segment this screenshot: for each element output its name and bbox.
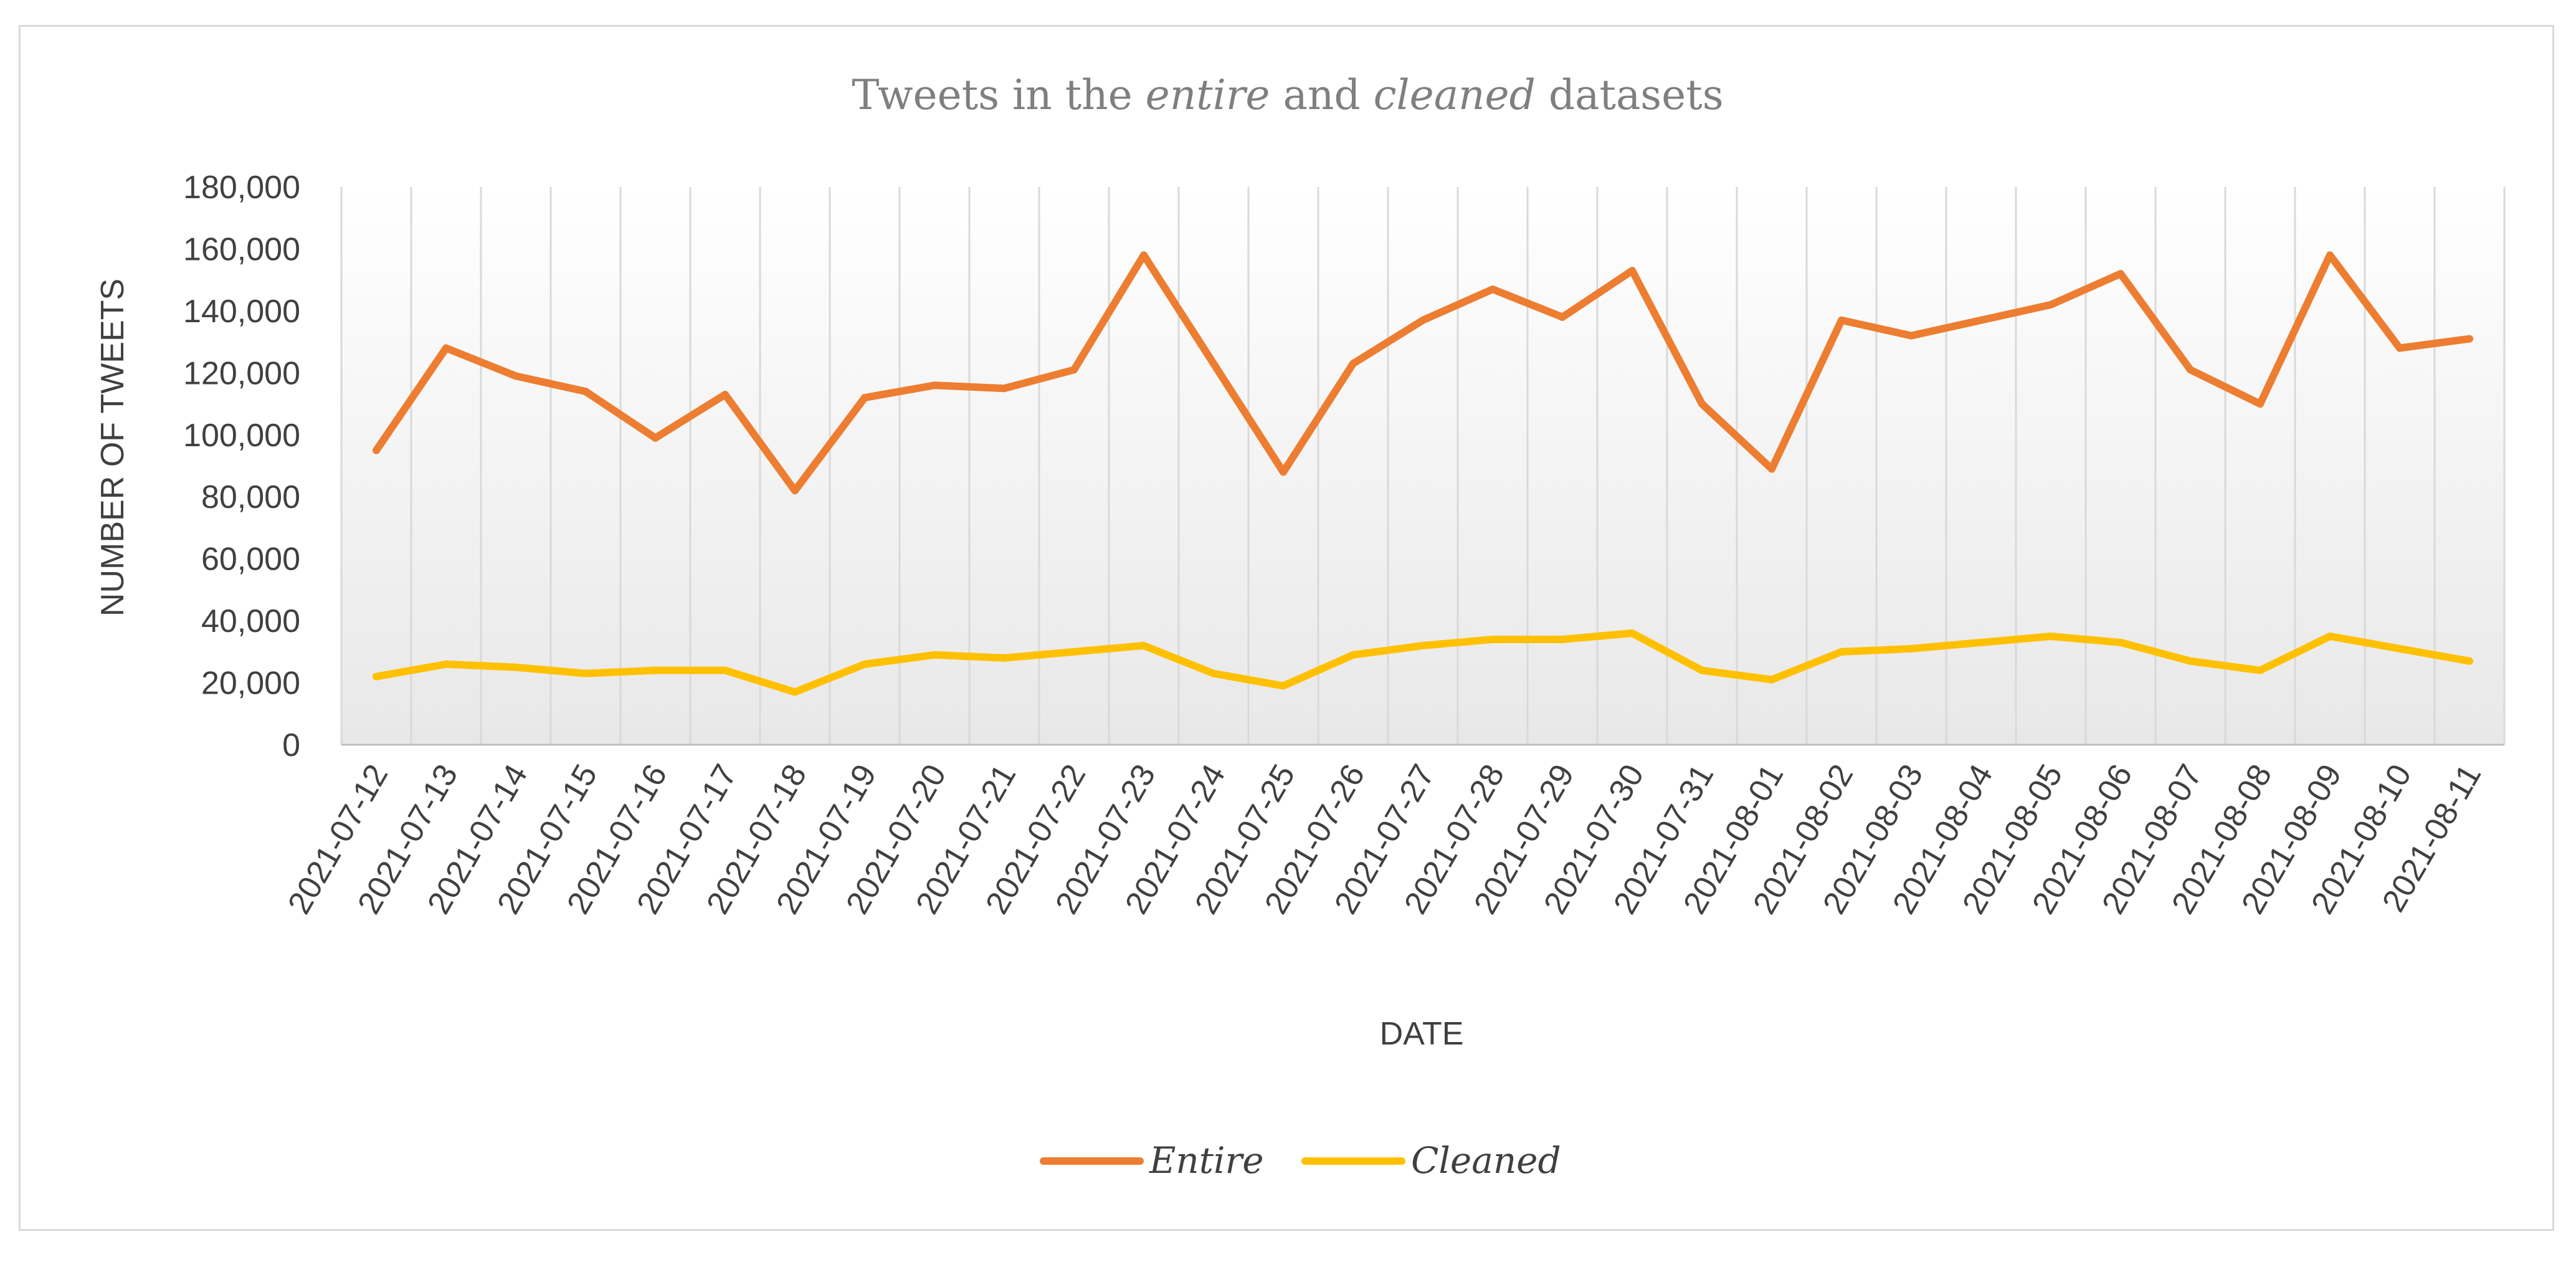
data-point-cleaned bbox=[1628, 629, 1636, 637]
data-point-entire bbox=[1768, 465, 1775, 473]
data-point-entire bbox=[1489, 285, 1496, 294]
series-cleaned bbox=[373, 629, 2473, 696]
data-point-entire bbox=[2396, 344, 2403, 352]
data-point-entire bbox=[1698, 400, 1706, 408]
data-point-entire bbox=[1280, 468, 1287, 476]
data-point-cleaned bbox=[442, 660, 450, 668]
data-point-cleaned bbox=[652, 666, 659, 674]
data-point-entire bbox=[373, 446, 380, 454]
data-point-cleaned bbox=[1000, 654, 1008, 662]
y-tick-label: 120,000 bbox=[183, 355, 300, 391]
data-point-entire bbox=[2187, 366, 2194, 374]
y-tick-label: 140,000 bbox=[183, 294, 300, 330]
chart-title-part: entire bbox=[1146, 71, 1270, 119]
x-axis-label: DATE bbox=[1380, 1016, 1464, 1052]
data-point-cleaned bbox=[791, 688, 799, 696]
data-point-cleaned bbox=[1489, 635, 1496, 643]
data-point-entire bbox=[721, 391, 729, 399]
data-point-entire bbox=[442, 344, 450, 352]
data-point-entire bbox=[1210, 360, 1217, 368]
chart-title-part: Tweets in the bbox=[852, 71, 1145, 119]
y-tick-label: 40,000 bbox=[201, 603, 300, 639]
y-tick-label: 100,000 bbox=[183, 418, 300, 454]
data-point-cleaned bbox=[1768, 676, 1775, 684]
data-point-entire bbox=[791, 487, 799, 495]
grid-lines bbox=[340, 187, 2506, 745]
data-point-entire bbox=[1349, 360, 1357, 368]
y-axis-label: NUMBER OF TWEETS bbox=[95, 279, 131, 616]
data-point-cleaned bbox=[2326, 632, 2334, 640]
y-tick-label: 180,000 bbox=[183, 170, 300, 206]
data-point-entire bbox=[582, 388, 589, 396]
data-point-cleaned bbox=[2187, 657, 2194, 665]
data-point-entire bbox=[1628, 267, 1636, 275]
data-point-cleaned bbox=[1908, 644, 1915, 653]
chart-title-part: cleaned bbox=[1374, 71, 1536, 119]
y-tick-label: 60,000 bbox=[201, 542, 300, 578]
data-point-cleaned bbox=[1070, 648, 1078, 656]
data-point-entire bbox=[2256, 400, 2264, 408]
data-point-entire bbox=[2466, 335, 2473, 343]
data-point-cleaned bbox=[1559, 635, 1566, 643]
data-point-cleaned bbox=[1140, 641, 1148, 649]
data-point-entire bbox=[2047, 300, 2055, 308]
legend: Entire Cleaned bbox=[1040, 1139, 1561, 1182]
data-point-entire bbox=[1419, 316, 1427, 324]
data-point-cleaned bbox=[2256, 666, 2264, 674]
legend-label: Cleaned bbox=[1411, 1139, 1561, 1182]
data-point-entire bbox=[1977, 316, 1985, 324]
data-point-cleaned bbox=[2396, 644, 2403, 653]
data-point-cleaned bbox=[2047, 632, 2055, 640]
y-tick-label: 160,000 bbox=[183, 231, 300, 267]
data-point-entire bbox=[2326, 251, 2334, 259]
data-point-entire bbox=[1908, 332, 1915, 340]
data-point-entire bbox=[512, 372, 520, 380]
data-point-entire bbox=[652, 434, 659, 442]
data-point-cleaned bbox=[1349, 651, 1357, 659]
data-point-cleaned bbox=[1977, 638, 1985, 646]
data-point-cleaned bbox=[512, 663, 520, 671]
y-tick-label: 80,000 bbox=[201, 479, 300, 515]
data-point-cleaned bbox=[1838, 648, 1845, 656]
x-axis-ticks: 2021-07-122021-07-132021-07-142021-07-15… bbox=[281, 758, 2488, 920]
data-point-entire bbox=[1000, 385, 1008, 393]
y-axis-ticks: 0 20,000 40,000 60,000 80,000 100,000 120,000 1… bbox=[183, 170, 300, 763]
series-lines bbox=[373, 251, 2473, 696]
data-point-cleaned bbox=[1698, 666, 1706, 674]
legend-item-entire: Entire bbox=[1040, 1139, 1264, 1182]
legend-label: Entire bbox=[1149, 1139, 1264, 1182]
data-point-cleaned bbox=[721, 666, 729, 674]
y-tick-label: 0 bbox=[282, 727, 300, 763]
data-point-cleaned bbox=[1210, 669, 1217, 677]
data-point-cleaned bbox=[582, 669, 589, 677]
chart-title: Tweets in the entire and cleaned dataset… bbox=[852, 71, 1723, 119]
data-point-cleaned bbox=[861, 660, 868, 668]
series-entire bbox=[373, 251, 2473, 495]
data-point-entire bbox=[1070, 366, 1078, 374]
data-point-cleaned bbox=[1280, 682, 1287, 690]
data-point-entire bbox=[931, 381, 938, 390]
data-point-cleaned bbox=[1419, 641, 1427, 649]
data-point-entire bbox=[1838, 316, 1845, 324]
data-point-cleaned bbox=[373, 672, 380, 681]
data-point-entire bbox=[2117, 270, 2124, 278]
legend-item-cleaned: Cleaned bbox=[1301, 1139, 1561, 1182]
data-point-entire bbox=[1559, 313, 1566, 321]
data-point-cleaned bbox=[2466, 657, 2473, 665]
data-point-cleaned bbox=[931, 651, 938, 659]
data-point-entire bbox=[1140, 251, 1148, 259]
y-tick-label: 20,000 bbox=[201, 666, 300, 702]
data-point-cleaned bbox=[2117, 638, 2124, 646]
chart-title-part: and bbox=[1270, 71, 1373, 119]
chart-title-part: datasets bbox=[1536, 71, 1724, 119]
data-point-entire bbox=[861, 394, 868, 402]
